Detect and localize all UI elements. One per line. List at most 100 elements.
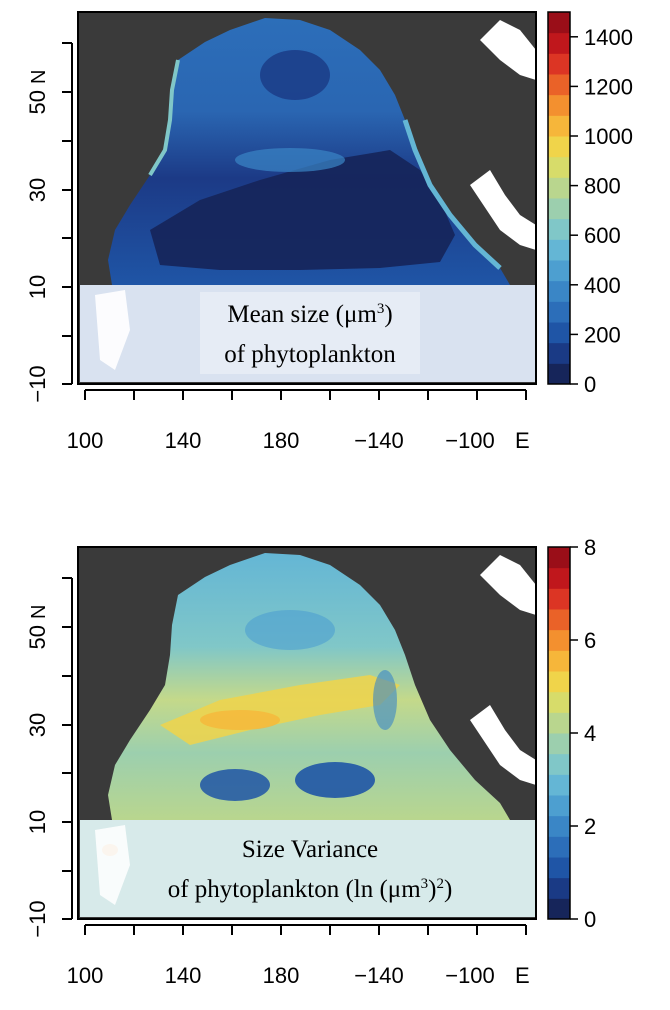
x-tick-label: −100 xyxy=(445,428,495,453)
colorbar-step xyxy=(548,322,570,344)
low-variance-patch xyxy=(295,762,375,798)
map-frame xyxy=(77,11,537,385)
colorbar-step xyxy=(548,774,570,796)
high-variance-spot xyxy=(200,710,280,730)
land-white-patch xyxy=(95,825,130,905)
colorbar-step xyxy=(548,691,570,713)
map-frame xyxy=(77,546,537,920)
colorbar-tick-label: 0 xyxy=(584,372,596,397)
x-tick-label: 180 xyxy=(263,428,300,453)
y-axis: 50N 30 10 −10 xyxy=(25,577,73,938)
mid-variance-patch xyxy=(373,670,397,730)
map-label-line1: Size Variance xyxy=(242,836,378,863)
x-tick-label: 180 xyxy=(263,963,300,988)
map-label-line1: Mean size (μm3) xyxy=(227,301,392,328)
tropical-tint xyxy=(80,285,535,382)
colorbar-step xyxy=(548,32,570,54)
colorbar-step xyxy=(548,218,570,240)
white-region xyxy=(480,555,536,615)
x-tick-label: 140 xyxy=(165,963,202,988)
x-axis-suffix: E xyxy=(515,428,530,453)
white-region xyxy=(470,705,536,785)
colorbar-step xyxy=(548,239,570,261)
colorbar-step xyxy=(548,115,570,137)
size-variance-map-panel: Size Variance of phytoplankton (ln (μm3)… xyxy=(0,535,670,1005)
colorbar-step xyxy=(548,609,570,631)
colorbar-step xyxy=(548,342,570,364)
colorbar-step xyxy=(548,815,570,837)
colorbar-tick-label: 0 xyxy=(584,907,596,932)
colorbar-step xyxy=(548,836,570,858)
white-region xyxy=(470,170,536,250)
colorbar-step xyxy=(548,877,570,899)
x-tick-label: −100 xyxy=(445,963,495,988)
x-axis: 100 140 180 −140 −100 E xyxy=(67,924,530,988)
colorbar-step xyxy=(548,857,570,879)
map-label-line2: of phytoplankton xyxy=(224,341,396,368)
colorbar-step xyxy=(548,74,570,96)
map-area: Size Variance of phytoplankton (ln (μm3)… xyxy=(78,547,536,919)
label-backdrop xyxy=(200,292,420,374)
colorbar-step xyxy=(548,629,570,651)
gyre-region xyxy=(150,150,455,270)
colorbar-step xyxy=(548,301,570,323)
colorbar-step xyxy=(548,650,570,672)
x-axis: 100 140 180 −140 −100 E xyxy=(67,389,530,453)
coast-highlight xyxy=(148,59,180,177)
colorbar-step xyxy=(548,588,570,610)
colorbar-step xyxy=(548,260,570,282)
colorbar-step xyxy=(548,94,570,116)
x-tick-label: 100 xyxy=(67,963,104,988)
colorbar-step xyxy=(548,795,570,817)
colorbar-tick-label: 6 xyxy=(584,628,596,653)
colorbar-step xyxy=(548,198,570,220)
colorbar: 8 6 4 2 0 xyxy=(547,535,596,932)
mean-size-map: Mean size (μm3) of phytoplankton 50N 30 … xyxy=(25,11,633,453)
colorbar-tick-label: 1200 xyxy=(584,74,633,99)
colorbar-tick-label: 400 xyxy=(584,273,621,298)
coast-highlight xyxy=(402,119,502,270)
colorbar-step xyxy=(548,136,570,158)
dark-patch xyxy=(260,50,330,100)
colorbar-step xyxy=(548,280,570,302)
colorbar-step xyxy=(548,753,570,775)
y-tick-label: 30 xyxy=(25,713,50,737)
tropical-region xyxy=(80,285,535,382)
colorbar-tick-label: 800 xyxy=(584,174,621,199)
size-variance-map: Size Variance of phytoplankton (ln (μm3)… xyxy=(25,535,596,988)
colorbar-frame xyxy=(547,11,571,385)
white-region xyxy=(480,20,536,80)
tropical-region xyxy=(80,820,535,917)
colorbar-step xyxy=(548,712,570,734)
colorbar-tick-label: 8 xyxy=(584,535,596,560)
x-axis-suffix: E xyxy=(515,963,530,988)
colorbar-step xyxy=(548,363,570,385)
y-tick-label: 10 xyxy=(25,810,50,834)
land-white-patch xyxy=(95,290,130,370)
map-label-line2: of phytoplankton (ln (μm3)2) xyxy=(168,876,453,903)
x-tick-label: 100 xyxy=(67,428,104,453)
colorbar-gradient xyxy=(548,12,570,385)
colorbar-gradient xyxy=(548,547,570,920)
colorbar-tick-label: 1000 xyxy=(584,124,633,149)
colorbar-step xyxy=(548,156,570,178)
low-variance-patch xyxy=(200,769,270,801)
colorbar-step xyxy=(548,547,570,569)
colorbar-ticks: 1400 1200 1000 800 600 400 200 0 xyxy=(570,25,633,397)
colorbar-step xyxy=(548,733,570,755)
light-patch xyxy=(235,148,345,172)
colorbar: 1400 1200 1000 800 600 400 200 0 xyxy=(547,11,633,397)
y-tick-label: 30 xyxy=(25,178,50,202)
y-tick-label: 50N xyxy=(25,605,50,650)
x-tick-label: −140 xyxy=(354,963,404,988)
colorbar-step xyxy=(548,898,570,920)
colorbar-tick-label: 4 xyxy=(584,721,596,746)
x-tick-label: 140 xyxy=(165,428,202,453)
colorbar-tick-label: 2 xyxy=(584,814,596,839)
y-tick-label: 50N xyxy=(25,70,50,115)
y-axis: 50N 30 10 −10 xyxy=(25,42,73,403)
colorbar-tick-label: 200 xyxy=(584,322,621,347)
colorbar-step xyxy=(548,53,570,75)
colorbar-step xyxy=(548,567,570,589)
y-tick-label: −10 xyxy=(25,900,50,937)
